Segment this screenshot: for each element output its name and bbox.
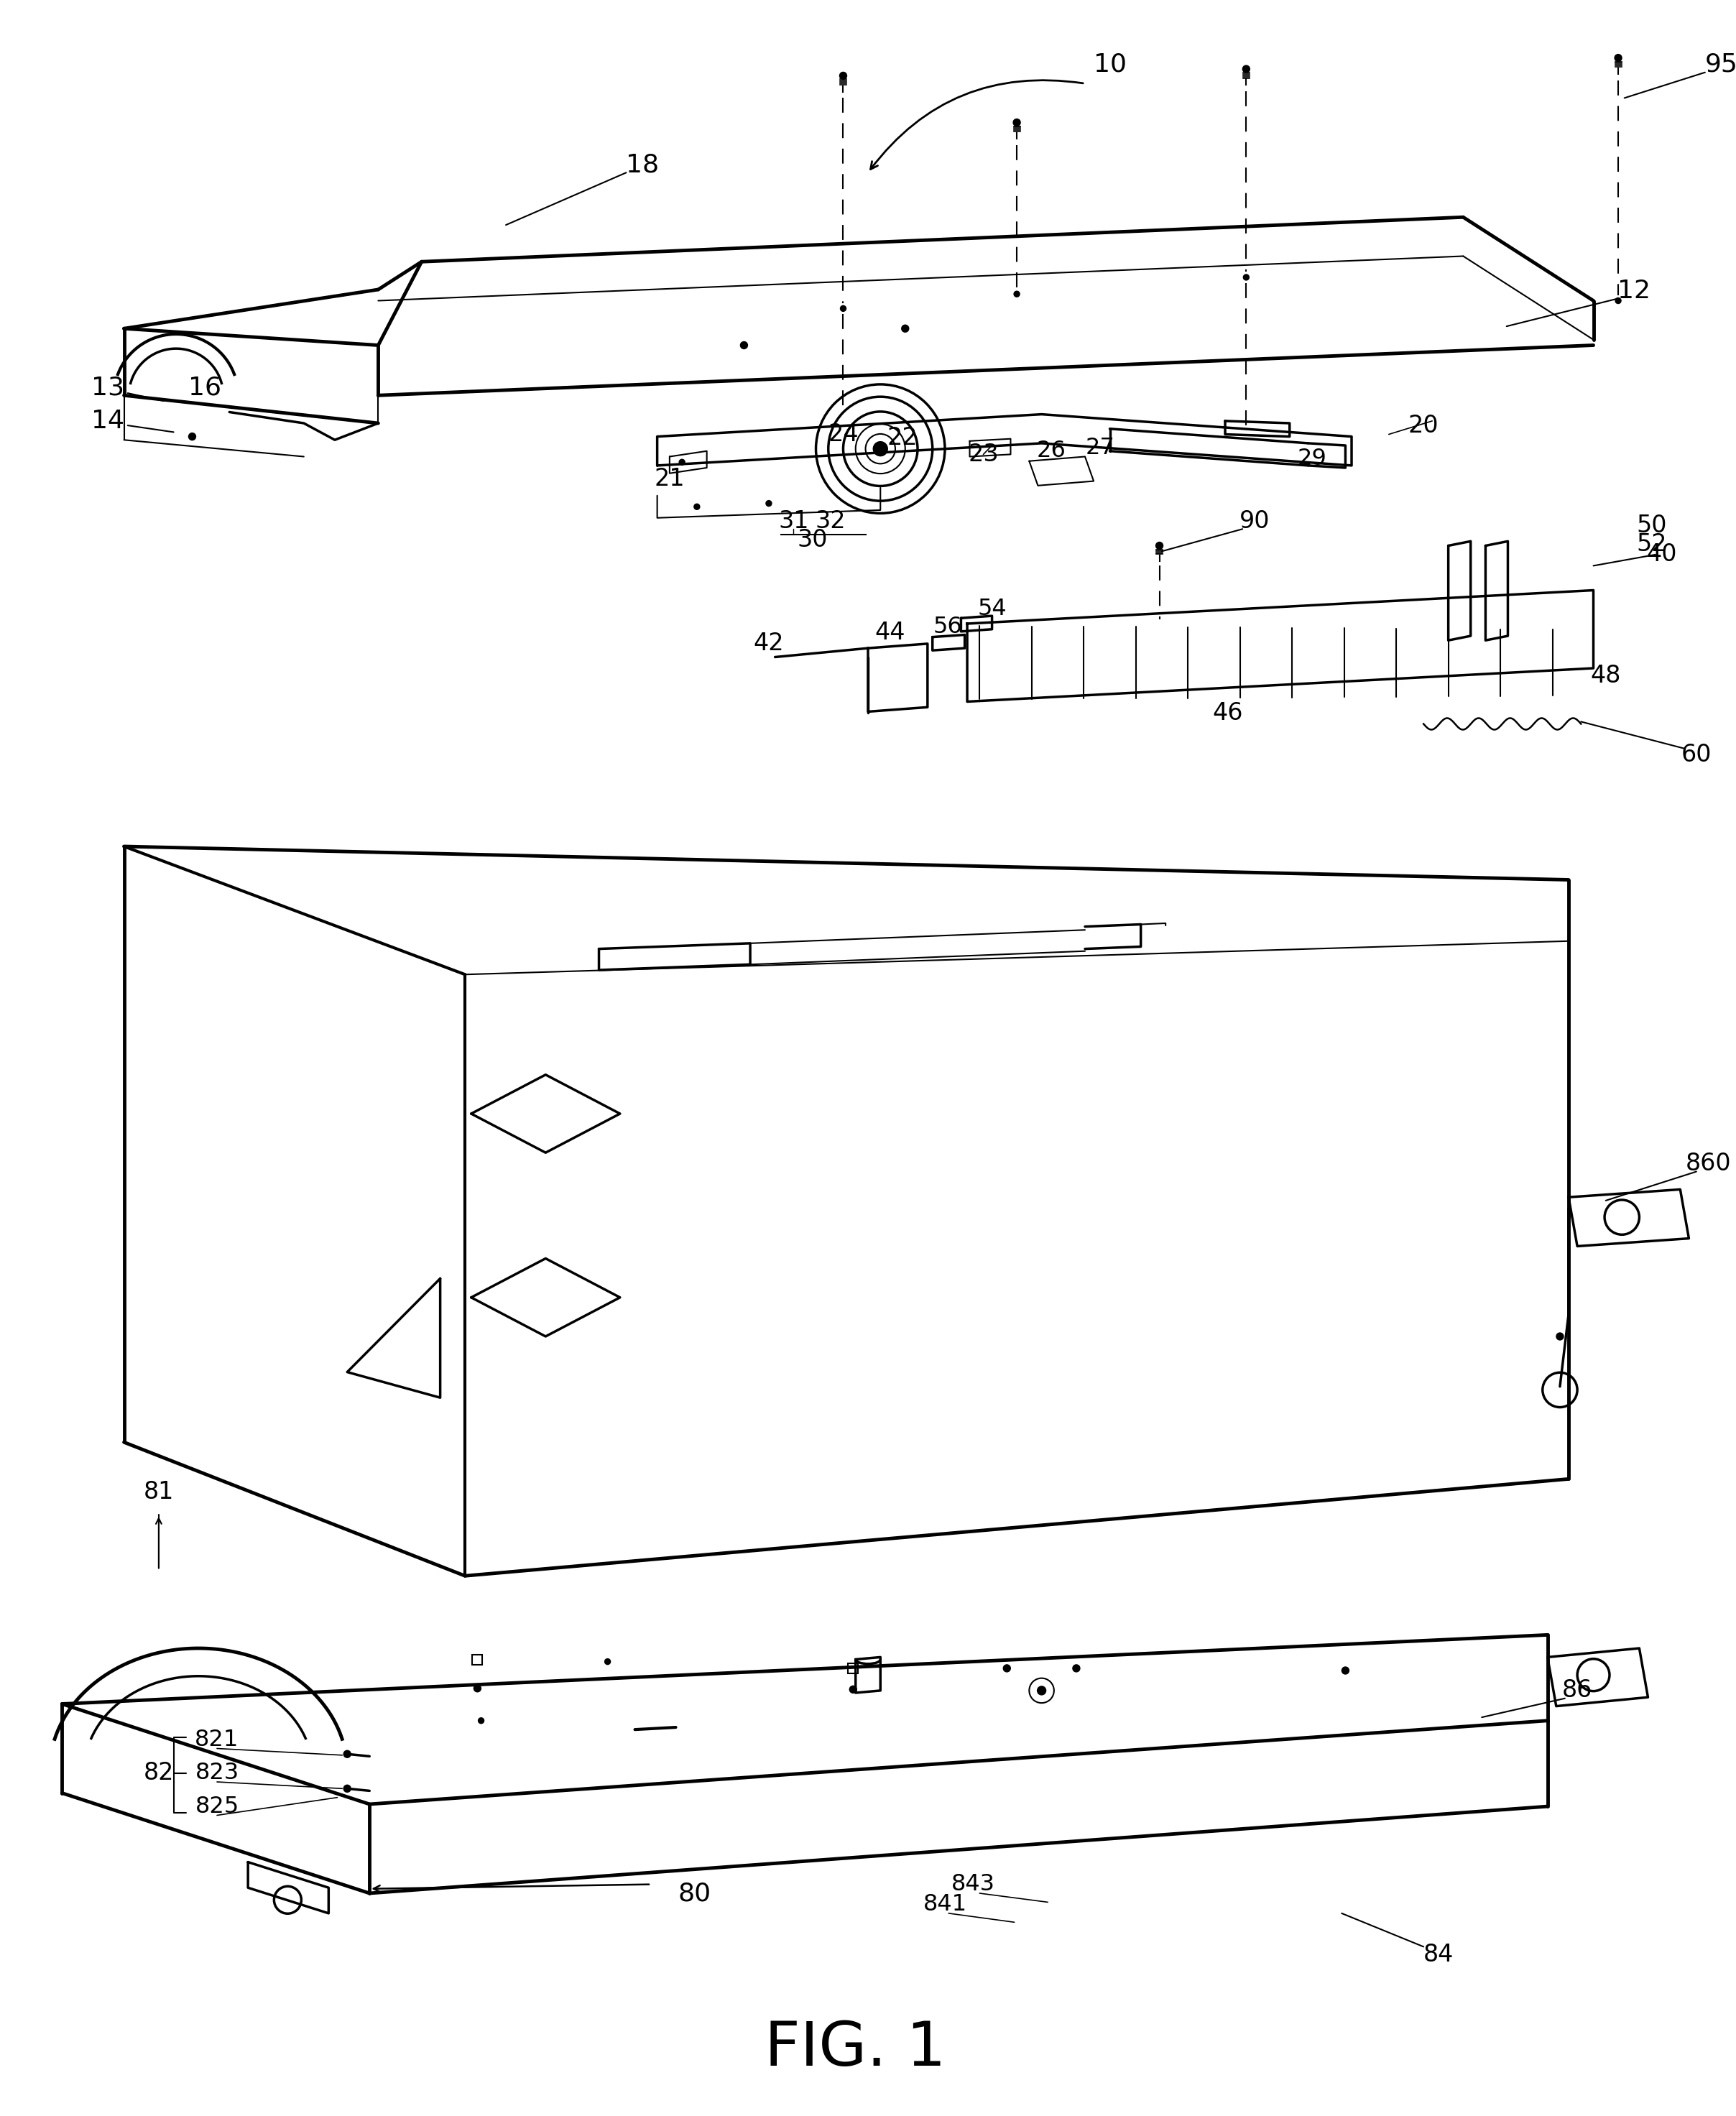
Text: 841: 841 (924, 1894, 967, 1915)
Text: 40: 40 (1646, 544, 1677, 567)
Polygon shape (248, 1862, 328, 1913)
Text: 95: 95 (1705, 53, 1736, 76)
Text: FIG. 1: FIG. 1 (766, 2019, 946, 2080)
Circle shape (1156, 618, 1163, 624)
Text: 26: 26 (1036, 440, 1066, 461)
Text: 81: 81 (144, 1481, 174, 1504)
Circle shape (477, 1718, 484, 1725)
Circle shape (840, 72, 847, 78)
Polygon shape (932, 635, 965, 650)
Text: 13: 13 (90, 375, 123, 400)
Text: 80: 80 (677, 1881, 712, 1907)
Text: 30: 30 (797, 529, 828, 552)
Circle shape (849, 1686, 856, 1693)
Circle shape (901, 326, 908, 332)
Circle shape (1003, 1665, 1010, 1672)
Circle shape (1614, 55, 1621, 61)
Circle shape (1156, 542, 1163, 550)
Polygon shape (1547, 1648, 1647, 1705)
Text: 84: 84 (1424, 1942, 1453, 1966)
Circle shape (474, 1684, 481, 1693)
Circle shape (679, 459, 686, 466)
Circle shape (694, 504, 700, 510)
Circle shape (1073, 1665, 1080, 1672)
Text: 44: 44 (875, 620, 906, 645)
Text: 32: 32 (816, 510, 845, 533)
Bar (849, 1663, 858, 1674)
Circle shape (1038, 1686, 1045, 1695)
Circle shape (840, 305, 845, 311)
Polygon shape (470, 1075, 620, 1153)
Circle shape (766, 501, 773, 506)
Text: 23: 23 (969, 442, 998, 466)
Circle shape (741, 341, 748, 349)
Polygon shape (347, 1278, 441, 1399)
Text: 843: 843 (951, 1873, 995, 1896)
Polygon shape (470, 1259, 620, 1337)
Circle shape (1614, 298, 1621, 303)
Polygon shape (658, 415, 1352, 466)
Text: 860: 860 (1686, 1151, 1731, 1176)
Circle shape (189, 434, 196, 440)
Text: 825: 825 (194, 1794, 240, 1818)
Circle shape (344, 1750, 351, 1758)
Text: 29: 29 (1297, 449, 1326, 470)
Text: 60: 60 (1680, 743, 1712, 766)
Text: 31: 31 (778, 510, 809, 533)
Polygon shape (1486, 542, 1509, 641)
Polygon shape (1448, 542, 1470, 641)
Text: 86: 86 (1562, 1678, 1592, 1703)
Text: 823: 823 (194, 1763, 240, 1784)
Text: 54: 54 (977, 599, 1007, 620)
Text: 10: 10 (1094, 53, 1127, 76)
Polygon shape (1569, 1189, 1689, 1246)
Bar (472, 1655, 483, 1665)
Text: 50: 50 (1637, 514, 1667, 537)
Polygon shape (967, 590, 1594, 703)
Circle shape (604, 1659, 611, 1665)
Text: 821: 821 (194, 1729, 240, 1750)
Text: 56: 56 (932, 616, 962, 639)
Text: 46: 46 (1212, 700, 1243, 724)
Text: 18: 18 (625, 152, 660, 178)
Polygon shape (962, 616, 991, 631)
Polygon shape (1029, 457, 1094, 485)
Text: 52: 52 (1637, 533, 1667, 557)
Text: 48: 48 (1590, 664, 1621, 688)
Polygon shape (599, 944, 750, 969)
Circle shape (1243, 66, 1250, 72)
Text: 82: 82 (144, 1761, 174, 1784)
Circle shape (1014, 292, 1019, 296)
Text: 14: 14 (90, 408, 123, 434)
Circle shape (873, 442, 887, 457)
Circle shape (1243, 275, 1250, 279)
Text: 21: 21 (654, 468, 686, 491)
Circle shape (1014, 118, 1021, 127)
Text: 20: 20 (1408, 413, 1439, 438)
Circle shape (1342, 1667, 1349, 1674)
Text: 24: 24 (828, 423, 859, 446)
Text: 27: 27 (1085, 436, 1115, 459)
Text: 12: 12 (1618, 279, 1651, 303)
Text: 90: 90 (1240, 510, 1271, 533)
Text: 16: 16 (187, 375, 220, 400)
Text: 42: 42 (753, 633, 785, 656)
Text: 22: 22 (887, 425, 918, 449)
Polygon shape (868, 643, 927, 711)
Circle shape (1557, 1333, 1564, 1339)
Circle shape (344, 1786, 351, 1792)
